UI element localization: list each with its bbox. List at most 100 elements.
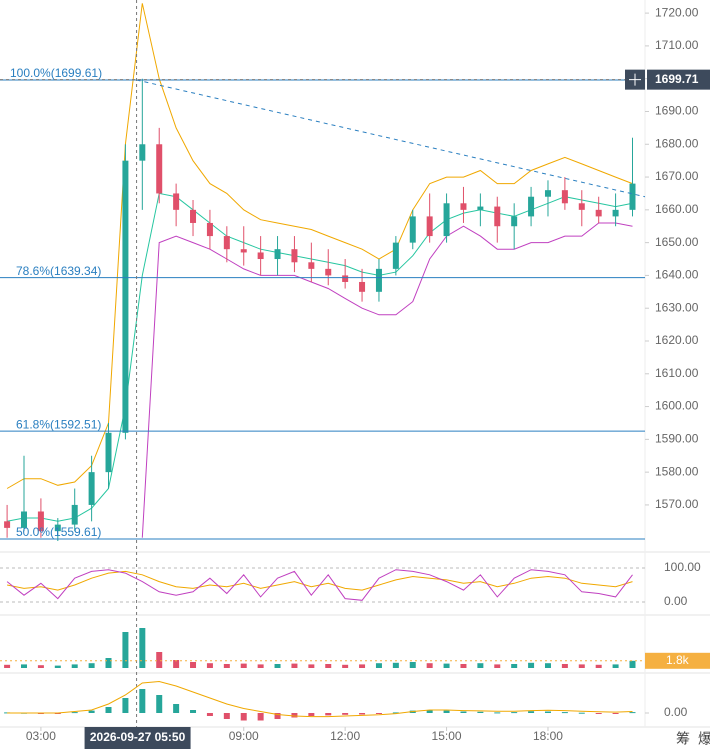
candle-body <box>544 190 551 197</box>
y-tick-label: 1610.00 <box>655 366 699 380</box>
x-tick-label: 12:00 <box>330 729 360 743</box>
indicator-line <box>7 680 633 718</box>
bar <box>392 662 399 668</box>
bar <box>4 664 11 668</box>
bar <box>240 713 247 721</box>
bar <box>122 632 129 668</box>
bar <box>88 710 95 713</box>
bar <box>122 698 129 713</box>
bar <box>426 710 433 713</box>
candle-body <box>139 144 146 161</box>
x-tick-label: 03:00 <box>26 729 56 743</box>
y-tick-label: 0.00 <box>664 594 688 608</box>
bar <box>528 662 535 668</box>
bar <box>578 664 585 668</box>
current-label: 1.8k <box>666 653 690 667</box>
bar <box>240 663 247 668</box>
y-tick-label: 1640.00 <box>655 268 699 282</box>
candle-body <box>612 209 619 217</box>
candle-body <box>21 511 28 528</box>
bar <box>375 663 382 668</box>
candle-body <box>71 504 78 525</box>
x-tick-label: 15:00 <box>432 729 462 743</box>
bar <box>561 664 568 668</box>
bar <box>392 712 399 714</box>
bar <box>223 664 230 668</box>
toolbar-button[interactable]: 爆 <box>698 731 710 747</box>
bar <box>190 710 197 713</box>
bar <box>443 710 450 713</box>
y-tick-label: 1620.00 <box>655 333 699 347</box>
bar <box>139 689 146 713</box>
x-tick-label: 09:00 <box>229 729 259 743</box>
bar <box>325 713 332 716</box>
candle-body <box>595 209 602 217</box>
bar <box>443 663 450 668</box>
fib-label: 50.0%(1559.61) <box>16 525 101 539</box>
candle-body <box>37 511 44 532</box>
candle-body <box>342 275 349 282</box>
candle-body <box>511 216 518 227</box>
bar <box>595 713 602 714</box>
candle-body <box>105 432 112 473</box>
bar <box>37 665 44 668</box>
candle-body <box>443 203 450 237</box>
indicator-line <box>7 570 633 591</box>
bar <box>308 664 315 668</box>
candle-body <box>460 203 467 210</box>
y-tick-label: 1720.00 <box>655 5 699 19</box>
indicator-line <box>141 222 633 538</box>
bar <box>291 663 298 668</box>
bar <box>511 712 518 714</box>
bar <box>578 712 585 714</box>
candle-body <box>392 242 399 269</box>
bar <box>206 713 213 716</box>
bar <box>359 713 366 715</box>
candle-body <box>54 524 61 532</box>
candle-body <box>190 209 197 223</box>
candle-body <box>528 196 535 217</box>
bar <box>494 712 501 714</box>
bar <box>460 664 467 668</box>
crosshair-x-label: 2026-09-27 05:50 <box>90 730 186 744</box>
bar <box>88 663 95 668</box>
crosshair-y-label: 1699.71 <box>655 72 699 86</box>
bar <box>460 711 467 713</box>
bar <box>156 652 163 668</box>
candle-body <box>291 249 298 263</box>
y-tick-label: 1580.00 <box>655 464 699 478</box>
bar <box>257 664 264 668</box>
indicator-line <box>6 3 633 489</box>
candle-body <box>409 216 416 243</box>
y-tick-label: 1570.00 <box>655 497 699 511</box>
bar <box>375 713 382 714</box>
y-tick-label: 0.00 <box>664 705 688 719</box>
bar <box>528 711 535 713</box>
candle-body <box>4 521 11 528</box>
crosshair-x-box <box>84 727 191 749</box>
candle-body <box>359 281 366 292</box>
y-tick-label: 1630.00 <box>655 300 699 314</box>
bar <box>477 711 484 713</box>
toolbar-button[interactable]: 筹 <box>676 731 690 747</box>
crosshair-y-box <box>647 69 710 90</box>
bar <box>274 664 281 668</box>
y-tick-label: 1710.00 <box>655 38 699 52</box>
bar <box>156 695 163 713</box>
candle-body <box>223 236 230 250</box>
y-tick-label: 1650.00 <box>655 235 699 249</box>
y-tick-label: 1600.00 <box>655 399 699 413</box>
candle-body <box>240 249 247 253</box>
candle-body <box>325 268 332 276</box>
main-plot <box>4 3 636 541</box>
bar <box>494 664 501 668</box>
fib-label: 100.0%(1699.61) <box>10 66 102 80</box>
bar <box>612 664 619 668</box>
bar <box>595 664 602 668</box>
bar <box>342 713 349 715</box>
bar <box>629 712 636 714</box>
bar <box>291 713 298 718</box>
bar <box>71 664 78 668</box>
bar <box>71 712 78 714</box>
